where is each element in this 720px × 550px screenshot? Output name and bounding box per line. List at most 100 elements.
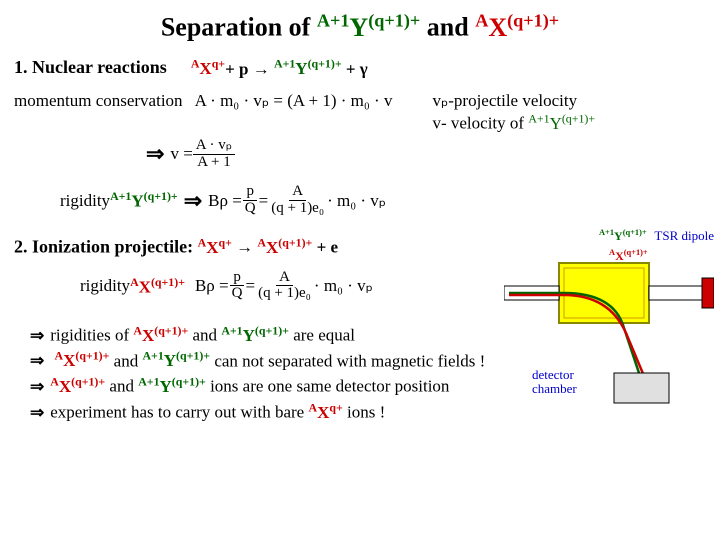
rig2-f2: A (q + 1)e₀ [255,270,314,303]
c3and: and [105,377,138,396]
title-x-sup: (q+1)+ [507,10,559,30]
diagram-y-label: A+1Y(q+1)+ [599,228,647,244]
c1x: X [142,326,154,345]
rig2-f1d: Q [229,286,246,302]
s2-arrow: → [232,238,258,257]
title-x: X [488,13,507,42]
detector-label: detector chamber [532,368,577,397]
c1ys: (q+1)+ [255,323,289,337]
arrow-icon: ⇒ [30,326,44,345]
c4xp: A [308,400,317,414]
rig1-f1d: Q [242,201,259,217]
rig1-f2n: A [289,184,306,201]
c2and: and [109,351,142,370]
rig1-y: Y [131,192,143,211]
tsr-label: TSR dipole [654,228,714,244]
v-line-ysup: (q+1)+ [562,111,595,125]
page-title: Separation of A+1Y(q+1)+ and AX(q+1)+ [0,10,720,43]
rig1-pre: A+1 [110,189,131,203]
c1a: rigidities of [50,326,133,345]
section-1-row: 1. Nuclear reactions AXq++ p → A+1Y(q+1)… [14,57,720,80]
r1-lhs-sup: q+ [212,57,225,71]
eq2-frac: A · vₚ A + 1 [193,138,235,171]
title-x-pre: A [475,10,488,30]
sec2-label: 2. Ionization projectile: [14,237,198,257]
dy: Y [614,229,623,243]
rig2-f2n: A [276,270,293,287]
momentum-eq2-row: ⇒ v = A · vₚ A + 1 [140,138,720,171]
rig2-f2d: (q + 1)e₀ [255,286,314,302]
rig1-f1: p Q [242,184,259,217]
rig2-f1: p Q [229,270,246,303]
r1-plus: + p → [225,59,274,78]
c3xs: (q+1)+ [71,374,105,388]
rigidity-y-row: rigidity A+1Y(q+1)+ ⇒ Bρ = p Q = A (q + … [60,184,720,217]
eq2-den: A + 1 [194,155,233,171]
c2xs: (q+1)+ [75,349,109,363]
c3b: ions are one same detector position [206,377,450,396]
rig1-eqlhs: Bρ = [208,191,242,211]
implies-icon: ⇒ [146,141,164,167]
s2-lhs-sup: q+ [219,235,232,249]
eq2-num: A · vₚ [193,138,235,155]
arrow-icon: ⇒ [30,403,44,422]
v-line-pre: v- velocity of [432,114,528,133]
vp-line: vₚ-projectile velocity [432,91,577,110]
eq2-lhs: v = [170,144,192,164]
r1-rhs-sup: (q+1)+ [308,57,342,71]
c2b: can not separated with magnetic fields ! [210,351,485,370]
c4a: experiment has to carry out with bare [50,403,308,422]
momentum-label: momentum conservation [14,91,183,110]
rig1-sup: (q+1)+ [144,189,178,203]
s2-tail: + e [312,238,338,257]
v-line-ypre: A+1 [528,111,549,125]
rig2-tail: · m₀ · vₚ [314,276,373,296]
c4b: ions ! [343,403,386,422]
rig2-f1n: p [230,270,244,287]
momentum-eq1: A · m₀ · vₚ = (A + 1) · m₀ · v [195,91,393,110]
c2ys: (q+1)+ [176,349,210,363]
title-and: and [420,13,475,42]
c2x: X [63,351,75,370]
rig1-f1n: p [243,184,257,201]
c1xs: (q+1)+ [154,323,188,337]
velocity-defs: vₚ-projectile velocity v- velocity of A+… [432,91,595,134]
s2-lhs-pre: A [198,235,207,249]
c4x: X [317,403,329,422]
c1yp: A+1 [221,323,242,337]
r1-lhs: X [199,59,211,78]
c1and: and [188,326,221,345]
c2xp: A [55,349,64,363]
momentum-row: momentum conservation A · m₀ · vₚ = (A +… [14,91,720,134]
s2-rhs-pre: A [257,235,266,249]
rig2-x: X [139,277,151,296]
arrow-icon: ⇒ [30,351,44,370]
c3ys: (q+1)+ [172,374,206,388]
implies-icon-2: ⇒ [184,188,202,214]
c2y: Y [164,351,176,370]
c3y: Y [160,377,172,396]
rig1-f2d: (q + 1)e₀ [268,201,327,217]
c3x: X [59,377,71,396]
c2yp: A+1 [142,349,163,363]
dx: X [615,249,624,263]
c1y: Y [243,326,255,345]
dx-sup: (q+1)+ [624,248,648,257]
r1-rhs: Y [295,59,307,78]
c3xp: A [50,374,59,388]
rig1-tail: · m₀ · vₚ [327,191,386,211]
diagram-x-label: AX(q+1)+ [609,248,648,264]
v-line-y: Y [550,114,562,133]
tsr-diagram: A+1Y(q+1)+ AX(q+1)+ TSR dipole detector … [504,228,714,418]
rig2-sup: (q+1)+ [151,275,185,289]
s2-rhs: X [266,238,278,257]
rig2-label: rigidity [80,276,130,296]
r1-tail: + γ [342,59,368,78]
rig2-eqlhs: Bρ = [195,276,229,296]
c3yp: A+1 [138,374,159,388]
section-1-label: 1. Nuclear reactions [14,57,167,78]
title-prefix: Separation of [161,13,317,42]
s2-rhs-sup: (q+1)+ [278,235,312,249]
c4xs: q+ [329,400,342,414]
rig2-eq: = [245,276,255,296]
